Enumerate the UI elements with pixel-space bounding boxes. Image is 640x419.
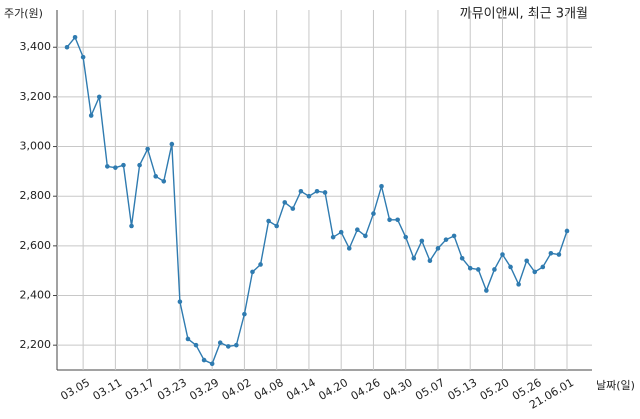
data-point [322,190,328,195]
data-point [532,269,538,275]
y-tick-label: 3,000 [20,140,52,153]
data-point [540,264,546,270]
data-point [419,238,425,244]
data-point [88,113,94,118]
data-point [411,255,417,261]
data-point [153,174,159,179]
data-point [185,336,191,342]
data-point [234,342,239,348]
data-point [169,141,175,147]
data-point [443,237,449,242]
data-point [306,193,312,199]
data-point [72,35,78,40]
data-point [330,234,336,240]
data-point [379,183,384,189]
data-point [371,211,376,216]
y-tick-label: 3,400 [20,40,52,53]
data-point [467,265,473,271]
data-point [338,229,344,235]
data-point [64,44,70,50]
data-point [427,258,433,264]
data-point [193,342,199,348]
data-point [403,234,409,240]
data-point [475,267,481,272]
data-point [80,54,86,60]
data-point [161,179,167,184]
data-point [435,246,441,251]
x-tick-label: 03.05 [58,376,92,403]
y-tick-label: 2,600 [20,239,52,252]
chart-title: 까뮤이앤씨, 최근 3개월 [460,7,588,22]
data-point [484,288,489,293]
data-point [516,282,521,287]
data-point [209,361,215,367]
data-point [548,251,554,256]
data-point [96,94,102,100]
x-tick-label: 04.14 [284,376,318,403]
data-point [242,311,247,317]
data-point [250,269,255,275]
x-tick-label: 05.13 [445,376,479,403]
x-tick-label: 03.29 [187,376,221,403]
data-point [105,164,110,169]
data-point [564,228,570,234]
data-point [459,255,465,261]
y-tick-label: 2,800 [20,189,52,202]
data-point [556,252,562,257]
y-tick-label: 2,200 [20,338,52,351]
data-point [137,162,142,168]
data-point [225,344,231,349]
data-point [395,217,400,223]
data-point [145,146,150,152]
data-point [274,223,279,229]
data-point [500,252,505,257]
data-point [492,267,497,272]
data-point [201,357,207,363]
data-point [217,340,223,345]
data-point [524,258,529,264]
data-point [113,165,118,170]
data-point [258,262,263,267]
x-tick-label: 03.11 [91,376,125,403]
data-point [387,217,392,223]
x-tick-label: 05.07 [413,376,447,403]
data-point [346,246,352,251]
x-tick-label: 04.30 [381,376,415,403]
x-tick-label: 04.26 [349,376,383,403]
y-tick-label: 3,200 [20,90,52,103]
data-point [451,233,457,239]
x-axis-label: 날짜(일) [596,378,635,392]
x-tick-label: 04.08 [252,376,286,403]
x-tick-label: 04.20 [316,376,350,403]
data-point [363,233,368,239]
x-tick-label: 05.20 [478,376,512,403]
y-tick-label: 2,400 [20,289,52,302]
data-point [282,200,288,205]
data-point [121,162,126,168]
data-point [298,188,304,194]
y-axis-label: 주가(원) [4,7,43,20]
data-point [266,218,271,224]
x-tick-label: 03.17 [123,376,157,403]
x-tick-label: 03.23 [155,376,189,403]
x-tick-label: 04.02 [220,376,254,403]
data-point [355,227,360,233]
data-point [508,264,513,270]
data-point [129,223,134,229]
data-point [177,299,183,305]
data-point [314,188,320,194]
data-point [290,206,296,211]
series-line [66,35,568,365]
